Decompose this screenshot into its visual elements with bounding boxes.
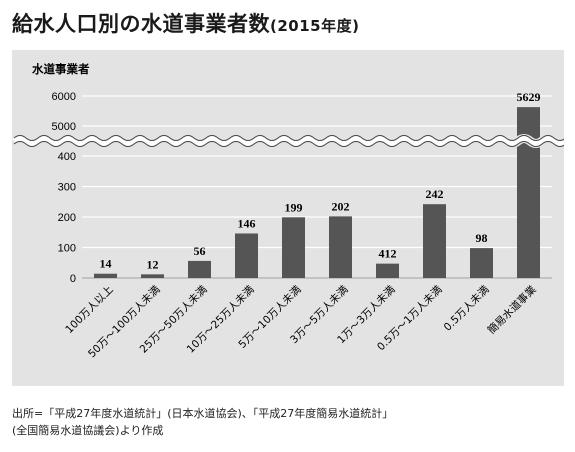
y-tick-label: 5000	[52, 121, 76, 133]
title-sub: (2015年度)	[270, 17, 360, 35]
chart-panel: 水道事業者 0 100 200 300 400 5000 6000 14 12 56 146 199…	[12, 50, 564, 386]
gridlines	[82, 95, 552, 279]
y-tick-label: 300	[58, 182, 76, 194]
value-label: 146	[238, 216, 256, 230]
y-tick-label: 0	[70, 273, 76, 285]
source-line-2: (全国簡易水道協議会)より作成	[12, 424, 164, 437]
bar	[376, 263, 399, 278]
title-main: 給水人口別の水道事業者数	[12, 12, 270, 36]
source-note: 出所=「平成27年度水道統計」(日本水道協会)、「平成27年度簡易水道統計」 (…	[12, 405, 393, 439]
break-band-inner	[12, 136, 564, 146]
value-labels: 14 12 56 146 199 202 412 242 98 5629	[100, 90, 541, 271]
category-label: 100万人以上	[63, 284, 115, 336]
y-axis-label: 水道事業者	[32, 62, 90, 76]
y-tick-labels: 0 100 200 300 400 5000 6000	[52, 91, 76, 285]
bar	[470, 248, 493, 278]
value-label: 14	[100, 257, 112, 271]
bar	[94, 273, 117, 278]
value-label: 412	[379, 247, 397, 261]
break-line-bottom	[13, 141, 564, 147]
y-tick-label: 100	[58, 243, 76, 255]
bar	[141, 274, 164, 278]
bar	[188, 260, 211, 278]
value-label: 56	[194, 244, 206, 258]
value-label: 98	[476, 231, 488, 245]
value-label: 242	[426, 187, 444, 201]
bar-chart: 水道事業者 0 100 200 300 400 5000 6000 14 12 56 146 199…	[12, 62, 564, 361]
bar	[423, 204, 446, 278]
category-label: 0.5万人未満	[442, 283, 492, 333]
source-line-1: 出所=「平成27年度水道統計」(日本水道協会)、「平成27年度簡易水道統計」	[12, 407, 394, 420]
bars	[94, 107, 540, 278]
bar	[235, 233, 258, 278]
y-tick-label: 6000	[52, 91, 76, 103]
value-label: 12	[147, 257, 159, 271]
bar	[282, 217, 305, 278]
axis-break	[12, 134, 564, 148]
y-tick-label: 400	[58, 151, 76, 163]
value-label: 199	[285, 200, 303, 214]
bar	[517, 107, 540, 278]
value-label: 5629	[517, 90, 541, 104]
break-line-top	[13, 135, 564, 141]
bar	[329, 216, 352, 278]
value-label: 202	[332, 199, 350, 213]
category-labels: 100万人以上50万〜100万人未満25万〜50万人未満10万〜25万人未満5万…	[63, 283, 539, 361]
y-tick-label: 200	[58, 212, 76, 224]
category-label: 簡易水道事業	[485, 283, 539, 337]
page-title: 給水人口別の水道事業者数(2015年度)	[12, 8, 359, 38]
